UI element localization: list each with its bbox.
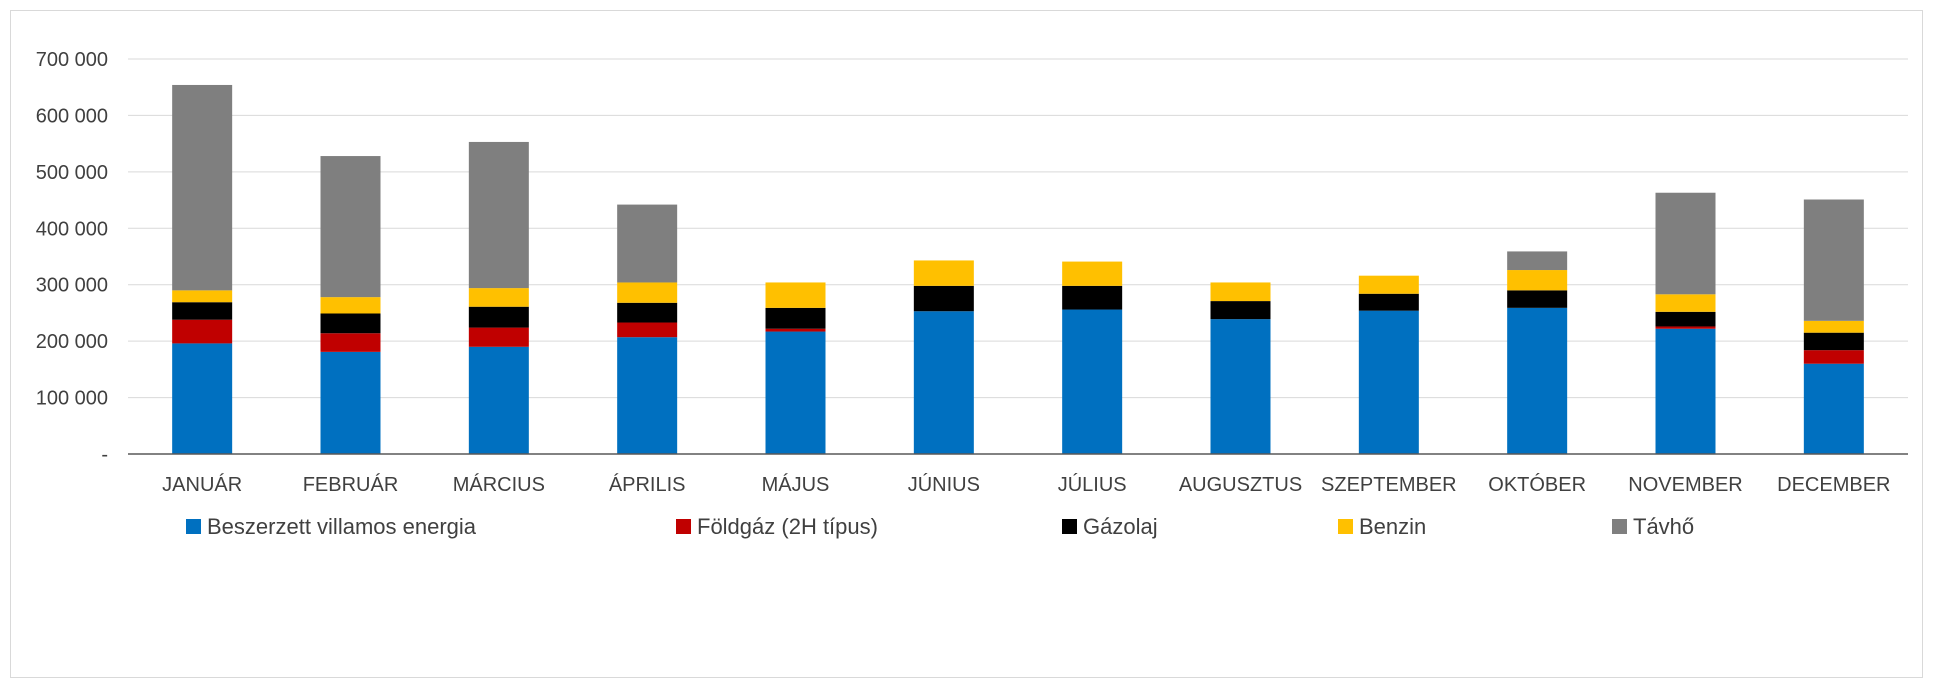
bar-segment	[1803, 332, 1864, 351]
y-tick-label: 400 000	[36, 218, 108, 240]
x-tick-label: OKTÓBER	[1488, 473, 1586, 496]
bar-segment	[1655, 294, 1716, 312]
x-axis: JANUÁR FEBRUÁR MÁRCIUS ÁPRILIS MÁJUS JÚNIUS JÚ…	[128, 453, 1908, 496]
y-tick-label: 500 000	[36, 162, 108, 184]
bar-segment	[320, 156, 381, 298]
bar-segment	[320, 351, 381, 454]
legend-label: Gázolaj	[1083, 514, 1158, 539]
bar-segment	[617, 282, 678, 303]
bar-segment	[320, 333, 381, 352]
legend-swatch	[1062, 519, 1077, 534]
bar-segment	[617, 337, 678, 454]
chart-frame: - 100 000 200 000 300 000 400 000 500 000 600 …	[10, 10, 1923, 678]
bar-segment	[765, 282, 826, 308]
bar-segment	[468, 327, 529, 347]
y-axis: - 100 000 200 000 300 000 400 000 500 000 600 …	[36, 49, 108, 466]
x-tick-label: DECEMBER	[1777, 474, 1890, 496]
legend-label: Beszerzett villamos energia	[207, 514, 477, 539]
bar-segment	[913, 285, 974, 312]
bar-segment	[1655, 326, 1716, 329]
bar-segment	[468, 288, 529, 307]
legend-label: Benzin	[1359, 514, 1426, 539]
legend-label: Távhő	[1633, 514, 1694, 539]
x-tick-label: JANUÁR	[162, 473, 242, 496]
bar-segment	[172, 290, 233, 303]
x-tick-label: JÚLIUS	[1058, 473, 1127, 496]
bar-segment	[617, 204, 678, 283]
bar-segment	[1507, 307, 1568, 454]
y-tick-label: 200 000	[36, 331, 108, 353]
bar-segment	[1062, 285, 1123, 310]
y-tick-label: 300 000	[36, 275, 108, 297]
x-tick-label: AUGUSZTUS	[1179, 474, 1302, 496]
y-tick-label: 700 000	[36, 49, 108, 71]
bar-segment	[913, 311, 974, 454]
x-tick-label: ÁPRILIS	[609, 473, 686, 496]
bar-segment	[172, 302, 233, 320]
bar-segment	[1803, 363, 1864, 454]
legend-swatch	[186, 519, 201, 534]
bar-segment	[1358, 275, 1419, 294]
bar-segment	[1803, 320, 1864, 333]
x-tick-label: JÚNIUS	[908, 473, 980, 496]
x-tick-label: SZEPTEMBER	[1321, 474, 1457, 496]
legend-swatch	[676, 519, 691, 534]
bars	[172, 84, 1864, 454]
y-tick-label: 600 000	[36, 105, 108, 127]
bar-segment	[1655, 328, 1716, 454]
stacked-bar-chart: - 100 000 200 000 300 000 400 000 500 000 600 …	[36, 49, 1908, 539]
bar-segment	[1358, 310, 1419, 454]
bar-segment	[617, 302, 678, 323]
y-tick-label: -	[101, 444, 108, 466]
bar-segment	[172, 84, 233, 291]
x-tick-label: FEBRUÁR	[303, 473, 399, 496]
x-tick-label: NOVEMBER	[1628, 474, 1742, 496]
bar-segment	[1507, 270, 1568, 291]
legend-swatch	[1612, 519, 1627, 534]
bar-segment	[1803, 199, 1864, 321]
gridlines	[128, 58, 1908, 399]
bar-segment	[765, 328, 826, 332]
bar-segment	[1358, 293, 1419, 311]
bar-segment	[765, 331, 826, 454]
bar-segment	[913, 260, 974, 286]
x-tick-label: MÁRCIUS	[453, 473, 545, 496]
bar-segment	[1655, 192, 1716, 295]
x-tick-label: MÁJUS	[762, 473, 830, 496]
bar-segment	[1507, 251, 1568, 271]
bar-segment	[172, 343, 233, 454]
bar-segment	[1210, 319, 1271, 454]
bar-segment	[468, 306, 529, 328]
bar-segment	[172, 319, 233, 344]
bar-segment	[617, 322, 678, 338]
bar-segment	[1655, 311, 1716, 327]
bar-segment	[468, 346, 529, 454]
bar-segment	[1062, 261, 1123, 286]
bar-segment	[1210, 301, 1271, 320]
bar-segment	[1803, 350, 1864, 364]
bar-segment	[1062, 309, 1123, 454]
bar-segment	[320, 297, 381, 314]
bar-segment	[320, 313, 381, 334]
legend-swatch	[1338, 519, 1353, 534]
legend-label: Földgáz (2H típus)	[697, 514, 878, 539]
bar-segment	[1210, 282, 1271, 302]
bar-segment	[468, 141, 529, 289]
bar-segment	[765, 307, 826, 329]
y-tick-label: 100 000	[36, 388, 108, 410]
bar-segment	[1507, 290, 1568, 308]
legend: Beszerzett villamos energia Földgáz (2H t…	[186, 514, 1694, 539]
